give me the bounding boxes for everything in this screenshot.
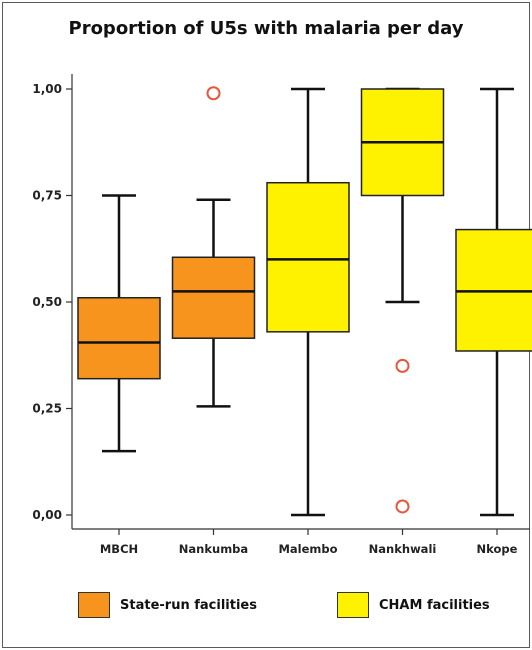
box-nankumba: [171, 256, 256, 339]
legend-item-state-run: State-run facilities: [78, 590, 257, 620]
y-tick-label: 0,50: [32, 295, 62, 309]
outlier-point-nankumba: [206, 86, 221, 101]
legend-label-state-run: State-run facilities: [120, 597, 257, 613]
box-mbch: [77, 296, 161, 380]
x-tick-label-nankumba: Nankumba: [179, 542, 248, 556]
y-tick-label: 1,00: [32, 82, 62, 96]
chart-title: Proportion of U5s with malaria per day: [68, 18, 464, 39]
legend-swatch-state-run: [78, 592, 110, 618]
x-tick-label-mbch: MBCH: [100, 542, 138, 556]
outlier-point-nankhwali: [395, 358, 410, 373]
y-tick-label: 0,75: [32, 189, 62, 203]
legend-swatch-cham: [337, 592, 369, 618]
x-tick-label-malembo: Malembo: [278, 542, 337, 556]
legend-item-cham: CHAM facilities: [337, 590, 490, 620]
legend-label-cham: CHAM facilities: [379, 597, 490, 613]
x-tick-label-nkope: Nkope: [477, 542, 518, 556]
y-tick-label: 0,00: [32, 508, 62, 522]
outlier-point-nankhwali: [395, 499, 410, 514]
x-tick-label-nankhwali: Nankhwali: [369, 542, 437, 556]
y-tick-label: 0,25: [32, 402, 62, 416]
box-malembo: [266, 181, 350, 333]
